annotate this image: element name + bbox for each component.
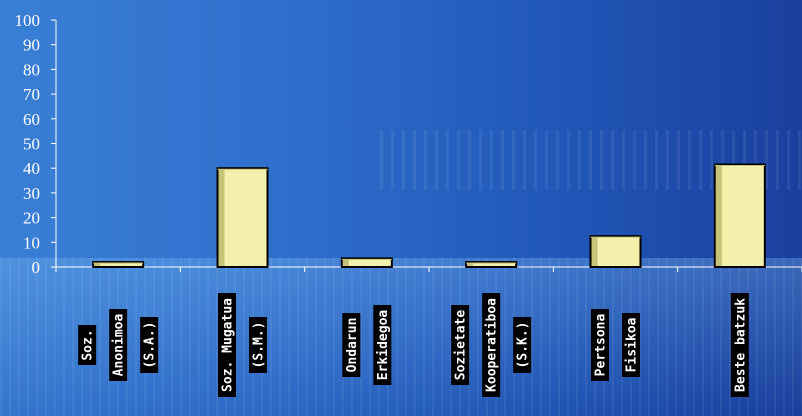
x-tick-label-box xyxy=(218,293,236,397)
y-tick-label: 90 xyxy=(23,36,40,55)
y-tick-label: 10 xyxy=(23,233,40,252)
x-tick-label-text: Soz. Mugatua xyxy=(221,298,236,392)
x-tick-label-text: Erkidegoa xyxy=(376,310,391,381)
x-tick-label-text: Fisikoa xyxy=(625,317,640,372)
x-tick-label-box xyxy=(482,293,501,397)
x-tick-label-text: Ondarun xyxy=(345,318,360,373)
x-tick-label: (S.K.) xyxy=(513,317,532,373)
bar-shade xyxy=(342,259,349,266)
x-tick-label-box xyxy=(249,317,267,373)
x-tick-label: (S.M.) xyxy=(249,317,267,373)
x-tick-label-box xyxy=(373,305,392,385)
bar xyxy=(216,167,269,268)
x-tick-label: Ondarun xyxy=(342,313,361,377)
x-tick-label: Soz. Mugatua xyxy=(218,293,236,397)
bars xyxy=(92,163,766,269)
y-tick-label: 30 xyxy=(23,184,40,203)
x-tick-label-text: Kooperatiboa xyxy=(485,298,500,392)
x-tick-label-box xyxy=(342,313,361,377)
x-tick-label: (S.A.) xyxy=(140,317,159,373)
x-tick-label-text: (S.M.) xyxy=(252,322,267,369)
bar xyxy=(465,261,518,268)
y-axis: 0 10 20 30 40 50 60 70 80 90 100 xyxy=(15,11,57,277)
x-tick-label-box xyxy=(591,309,609,381)
x-tick-label-text: Pertsona xyxy=(594,314,609,377)
x-tick-label: Pertsona xyxy=(591,309,609,381)
y-tick-label: 0 xyxy=(32,258,41,277)
bar-face xyxy=(465,261,518,268)
x-tick-label-text: Sozietate xyxy=(454,310,469,381)
y-tick-label: 20 xyxy=(23,209,40,228)
x-tick-label-text: (S.A.) xyxy=(143,322,158,369)
y-tick-label: 80 xyxy=(23,60,40,79)
bar-shade xyxy=(94,263,101,266)
x-tick-label: Soz. xyxy=(78,325,97,365)
x-tick-label-box xyxy=(622,313,640,377)
x-tick-label: Erkidegoa xyxy=(373,305,392,385)
x-tick-label-box xyxy=(109,309,128,381)
bar-face xyxy=(92,261,145,268)
x-tick-label: Beste batzuk xyxy=(730,293,749,397)
x-tick-label-text: (S.K.) xyxy=(516,322,531,369)
x-tick-label-box xyxy=(78,325,97,365)
bar-face xyxy=(713,163,766,268)
x-tick-label: Fisikoa xyxy=(622,313,640,377)
y-tick-label: 70 xyxy=(23,85,40,104)
bar xyxy=(589,235,642,268)
bar-face xyxy=(589,235,642,268)
x-tick-label: Kooperatiboa xyxy=(482,293,501,397)
x-tick-label-box xyxy=(451,305,470,385)
bar-shade xyxy=(715,165,722,266)
y-tick-label: 100 xyxy=(15,11,41,30)
bar-shade xyxy=(467,263,474,266)
bar xyxy=(713,163,766,268)
x-tick-label-box xyxy=(140,317,159,373)
x-tick-label-text: Soz. xyxy=(81,329,96,360)
x-tick-label-box xyxy=(513,317,532,373)
y-tick-label: 60 xyxy=(23,110,40,129)
bar-shade xyxy=(591,237,598,266)
y-tick-label: 50 xyxy=(23,135,40,154)
bar xyxy=(92,261,145,268)
x-tick-label-text: Beste batzuk xyxy=(733,298,748,392)
y-tick-label: 40 xyxy=(23,159,40,178)
x-tick-label-box xyxy=(730,293,749,397)
bar xyxy=(340,257,393,269)
x-axis xyxy=(55,266,802,272)
bar-face xyxy=(216,167,269,268)
bar-shade xyxy=(218,169,225,266)
bar-face xyxy=(340,257,393,269)
x-tick-label-text: Anonimoa xyxy=(112,314,127,377)
x-tick-label: Anonimoa xyxy=(109,309,128,381)
x-tick-label: Sozietate xyxy=(451,305,470,385)
x-tick-labels: Soz. Anonimoa (S.A.) Soz. Mugatua (S.M.) Onda… xyxy=(78,293,749,397)
